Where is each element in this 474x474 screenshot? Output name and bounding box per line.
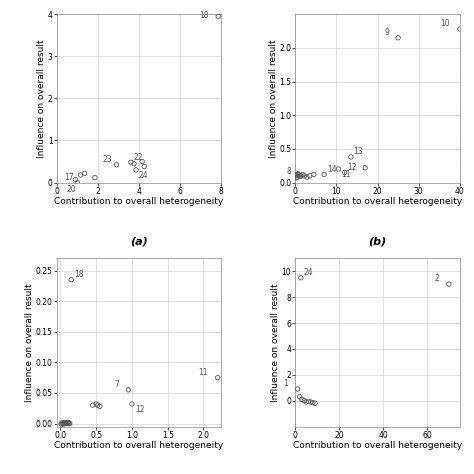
Point bbox=[297, 172, 305, 180]
Point bbox=[64, 419, 72, 427]
Text: 20: 20 bbox=[66, 185, 76, 194]
Point bbox=[59, 420, 66, 428]
Point bbox=[63, 419, 70, 427]
Point bbox=[66, 420, 73, 428]
Point bbox=[132, 166, 140, 173]
Point bbox=[311, 400, 319, 407]
Text: 8: 8 bbox=[286, 167, 291, 176]
Point bbox=[89, 401, 96, 409]
Y-axis label: Influence on overall result: Influence on overall result bbox=[25, 283, 34, 402]
Point bbox=[297, 274, 305, 282]
Point bbox=[60, 420, 67, 428]
Text: 24: 24 bbox=[139, 171, 148, 180]
Text: 7: 7 bbox=[115, 380, 119, 389]
Point bbox=[362, 164, 369, 172]
Point bbox=[58, 419, 66, 427]
Point bbox=[81, 170, 89, 177]
Point bbox=[96, 402, 104, 410]
Point bbox=[293, 171, 301, 178]
Point bbox=[94, 401, 101, 409]
Point bbox=[292, 174, 300, 182]
Point bbox=[309, 399, 317, 406]
Point bbox=[341, 169, 348, 176]
Y-axis label: Influence on overall result: Influence on overall result bbox=[271, 283, 280, 402]
Text: 24: 24 bbox=[303, 268, 313, 277]
Point bbox=[63, 420, 71, 428]
Text: 22: 22 bbox=[134, 153, 143, 162]
Point bbox=[127, 158, 135, 166]
Point bbox=[320, 171, 328, 178]
Point bbox=[310, 171, 318, 178]
Text: (a): (a) bbox=[130, 237, 148, 246]
X-axis label: Contribution to overall heterogeneity: Contribution to overall heterogeneity bbox=[55, 441, 224, 450]
Point bbox=[292, 172, 300, 180]
Y-axis label: Influence on overall result: Influence on overall result bbox=[37, 39, 46, 158]
Text: 2: 2 bbox=[435, 274, 440, 283]
Point bbox=[67, 276, 75, 283]
Y-axis label: Influence on overall result: Influence on overall result bbox=[269, 39, 278, 158]
Text: 9: 9 bbox=[384, 28, 389, 37]
Point bbox=[293, 173, 301, 181]
X-axis label: Contribution to overall heterogeneity: Contribution to overall heterogeneity bbox=[293, 441, 462, 450]
Point bbox=[296, 173, 304, 180]
Text: 23: 23 bbox=[102, 155, 112, 164]
Point bbox=[140, 163, 148, 170]
Point bbox=[214, 12, 222, 20]
Point bbox=[64, 419, 72, 426]
Point bbox=[307, 398, 314, 406]
Point bbox=[138, 158, 146, 165]
Point bbox=[296, 393, 303, 401]
Point bbox=[295, 171, 303, 179]
Point bbox=[305, 398, 312, 405]
Text: (b): (b) bbox=[368, 237, 387, 246]
Text: 14: 14 bbox=[327, 164, 337, 173]
Point bbox=[294, 170, 302, 178]
Point bbox=[73, 179, 81, 186]
Point bbox=[394, 34, 402, 42]
X-axis label: Contribution to overall heterogeneity: Contribution to overall heterogeneity bbox=[293, 197, 462, 206]
Point bbox=[306, 172, 313, 180]
Point bbox=[92, 400, 100, 408]
Point bbox=[62, 420, 69, 428]
Point bbox=[335, 165, 342, 173]
Text: 18: 18 bbox=[199, 11, 208, 20]
Point bbox=[456, 25, 464, 33]
X-axis label: Contribution to overall heterogeneity: Contribution to overall heterogeneity bbox=[55, 197, 224, 206]
Point bbox=[130, 160, 138, 167]
Point bbox=[61, 419, 69, 426]
Text: 18: 18 bbox=[74, 270, 83, 279]
Point bbox=[214, 374, 221, 382]
Point bbox=[125, 386, 132, 394]
Point bbox=[65, 420, 73, 428]
Point bbox=[347, 153, 355, 161]
Point bbox=[77, 171, 84, 179]
Text: 1: 1 bbox=[283, 379, 288, 388]
Point bbox=[303, 173, 310, 181]
Point bbox=[72, 176, 79, 183]
Point bbox=[91, 173, 99, 181]
Point bbox=[298, 396, 306, 403]
Point bbox=[294, 385, 301, 393]
Point bbox=[445, 281, 453, 288]
Point bbox=[301, 172, 308, 180]
Text: 12: 12 bbox=[347, 163, 357, 172]
Point bbox=[60, 419, 68, 427]
Point bbox=[302, 398, 310, 406]
Text: 11: 11 bbox=[341, 171, 351, 179]
Text: 10: 10 bbox=[440, 19, 450, 28]
Point bbox=[113, 161, 120, 169]
Point bbox=[299, 171, 307, 178]
Point bbox=[57, 420, 65, 428]
Text: 13: 13 bbox=[354, 147, 363, 156]
Text: 12: 12 bbox=[135, 405, 144, 414]
Text: 17: 17 bbox=[64, 173, 74, 182]
Point bbox=[301, 397, 308, 404]
Text: 11: 11 bbox=[198, 368, 208, 377]
Point bbox=[128, 400, 136, 408]
